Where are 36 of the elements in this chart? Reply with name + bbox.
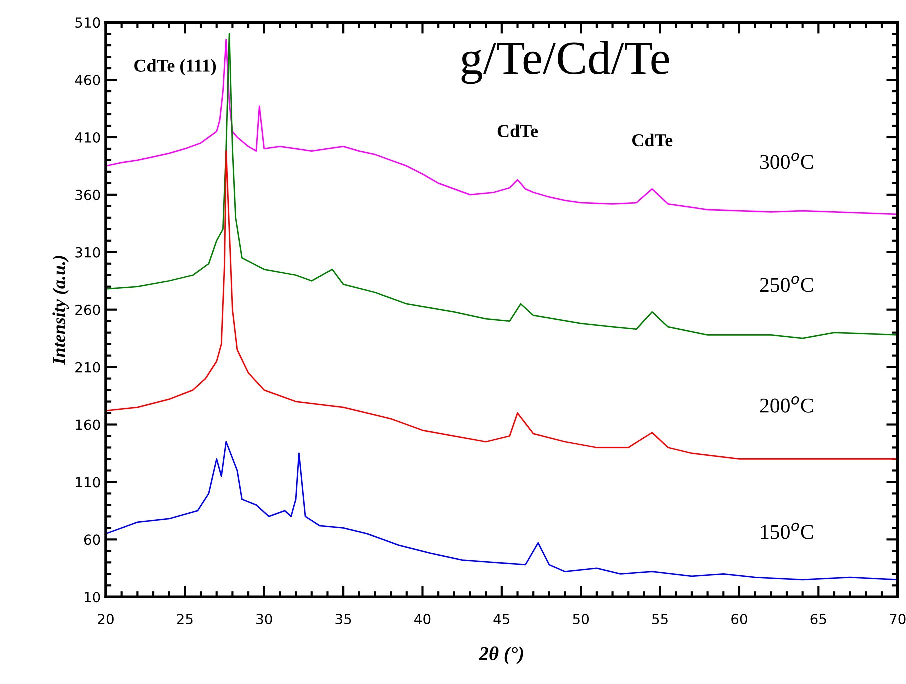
y-tick-label: 10	[84, 592, 100, 603]
x-tick-label: 45	[494, 614, 510, 625]
annotation: CdTe	[498, 124, 538, 138]
y-tick-label: 410	[75, 132, 100, 143]
x-tick-label: 55	[652, 614, 668, 625]
line-series	[106, 39, 898, 216]
annotation: CdTe	[632, 134, 673, 147]
text: 200$^{o}$C	[760, 396, 814, 413]
annotation: CdTe (111)	[134, 59, 216, 76]
x-tick-label: 30	[256, 614, 272, 625]
x-tick-label: 20	[98, 614, 114, 625]
text: 300$^{o}$C	[760, 152, 814, 170]
line-series	[106, 150, 898, 460]
x-tick-label: 40	[414, 614, 431, 625]
y-axis-title: Intensity (a.u.)	[52, 256, 70, 365]
y-tick-label: 260	[76, 304, 100, 316]
y-tick-label: 110	[76, 477, 100, 488]
y-tick-label: 360	[76, 190, 100, 200]
y-tick-label: 60	[84, 534, 100, 546]
line-series	[106, 33, 898, 340]
x-tick-label: 25	[177, 614, 193, 625]
text: 250$^{o}$C	[760, 276, 814, 292]
y-tick-label: 510	[76, 18, 100, 28]
y-tick-label: 460	[75, 74, 100, 86]
x-tick-label: 70	[890, 614, 906, 625]
x-axis-title: 2θ (°)	[478, 646, 524, 664]
y-tick-label: 210	[76, 362, 100, 373]
series-label: 150$^{o}$C	[761, 522, 814, 540]
x-tick-label: 60	[732, 614, 748, 625]
line-series	[106, 441, 898, 581]
y-tick-label: 160	[76, 420, 100, 430]
x-tick-label: 65	[810, 614, 826, 625]
x-tick-label: 50	[573, 614, 590, 625]
y-tick-label: 310	[76, 247, 100, 258]
chart-title: g/Te/Cd/Te	[462, 41, 670, 84]
x-tick-label: 35	[336, 614, 352, 625]
